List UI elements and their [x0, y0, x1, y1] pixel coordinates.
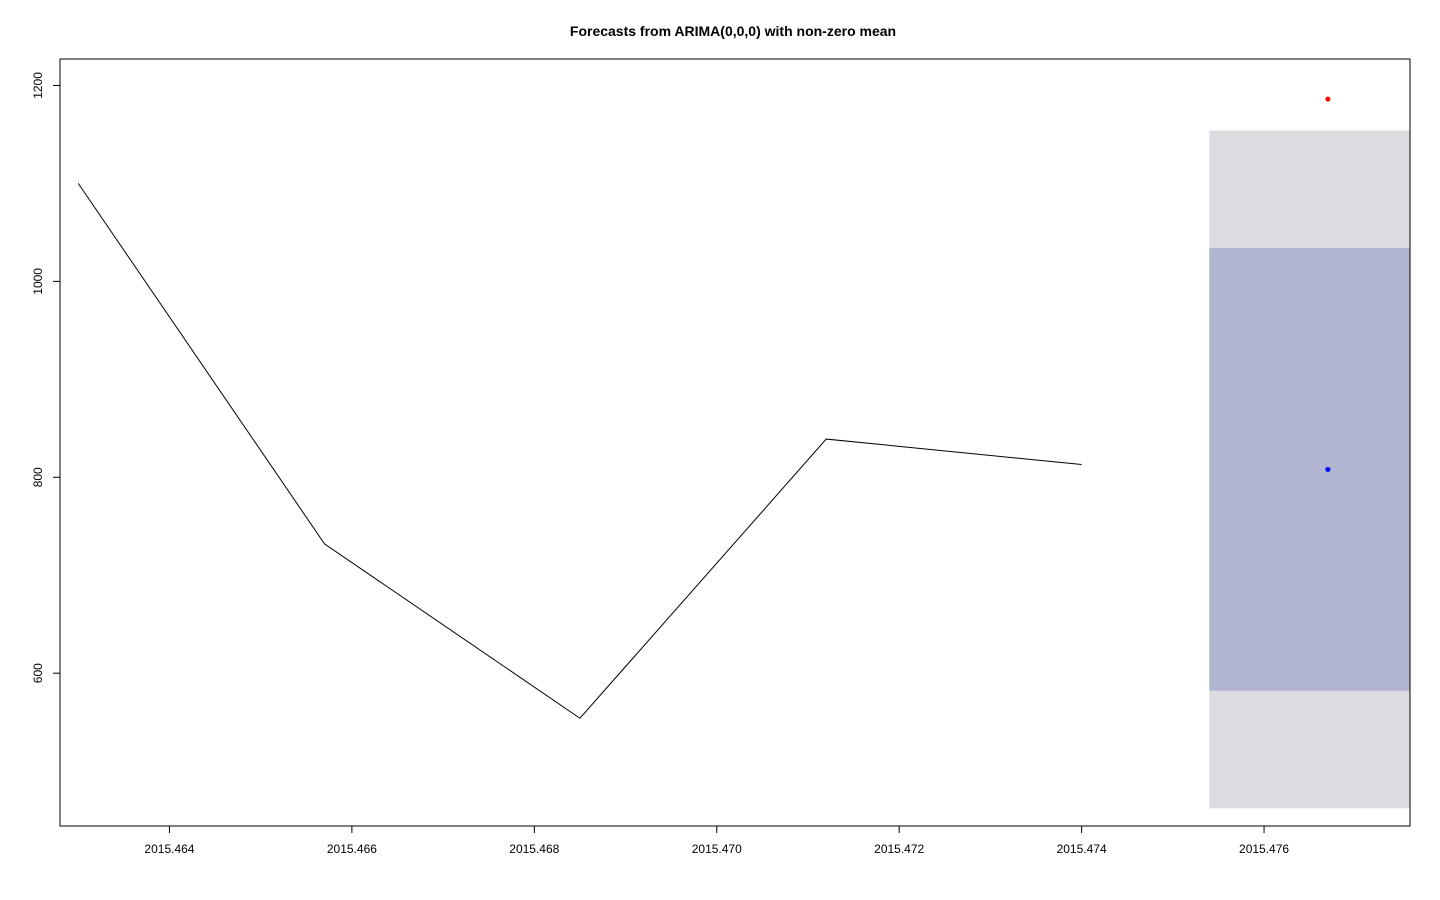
plot-frame	[59, 58, 1411, 827]
y-tick-label: 1200	[31, 72, 45, 99]
x-axis: 2015.464 2015.466 2015.468 2015.470 2015.472…	[144, 826, 1289, 856]
series-lines	[77, 183, 1082, 719]
interval-80-band	[1209, 248, 1410, 691]
series-line-0	[77, 183, 1082, 719]
y-tick-label: 1000	[31, 268, 45, 295]
forecast-interval-bands	[1209, 130, 1410, 809]
y-tick-label: 800	[31, 467, 45, 487]
x-tick-label: 2015.466	[327, 842, 377, 856]
x-tick-label: 2015.470	[692, 842, 742, 856]
x-tick-label: 2015.468	[509, 842, 559, 856]
forecast-mean-point	[1325, 466, 1331, 472]
series-points	[1325, 96, 1331, 472]
x-tick-label: 2015.464	[144, 842, 194, 856]
x-tick-label: 2015.476	[1239, 842, 1289, 856]
y-tick-label: 600	[31, 663, 45, 683]
y-axis: 600 800 1000 1200	[31, 72, 60, 683]
x-tick-label: 2015.472	[874, 842, 924, 856]
x-tick-label: 2015.474	[1057, 842, 1107, 856]
chart-title: Forecasts from ARIMA(0,0,0) with non-zer…	[570, 23, 896, 39]
extra-point	[1325, 96, 1331, 102]
